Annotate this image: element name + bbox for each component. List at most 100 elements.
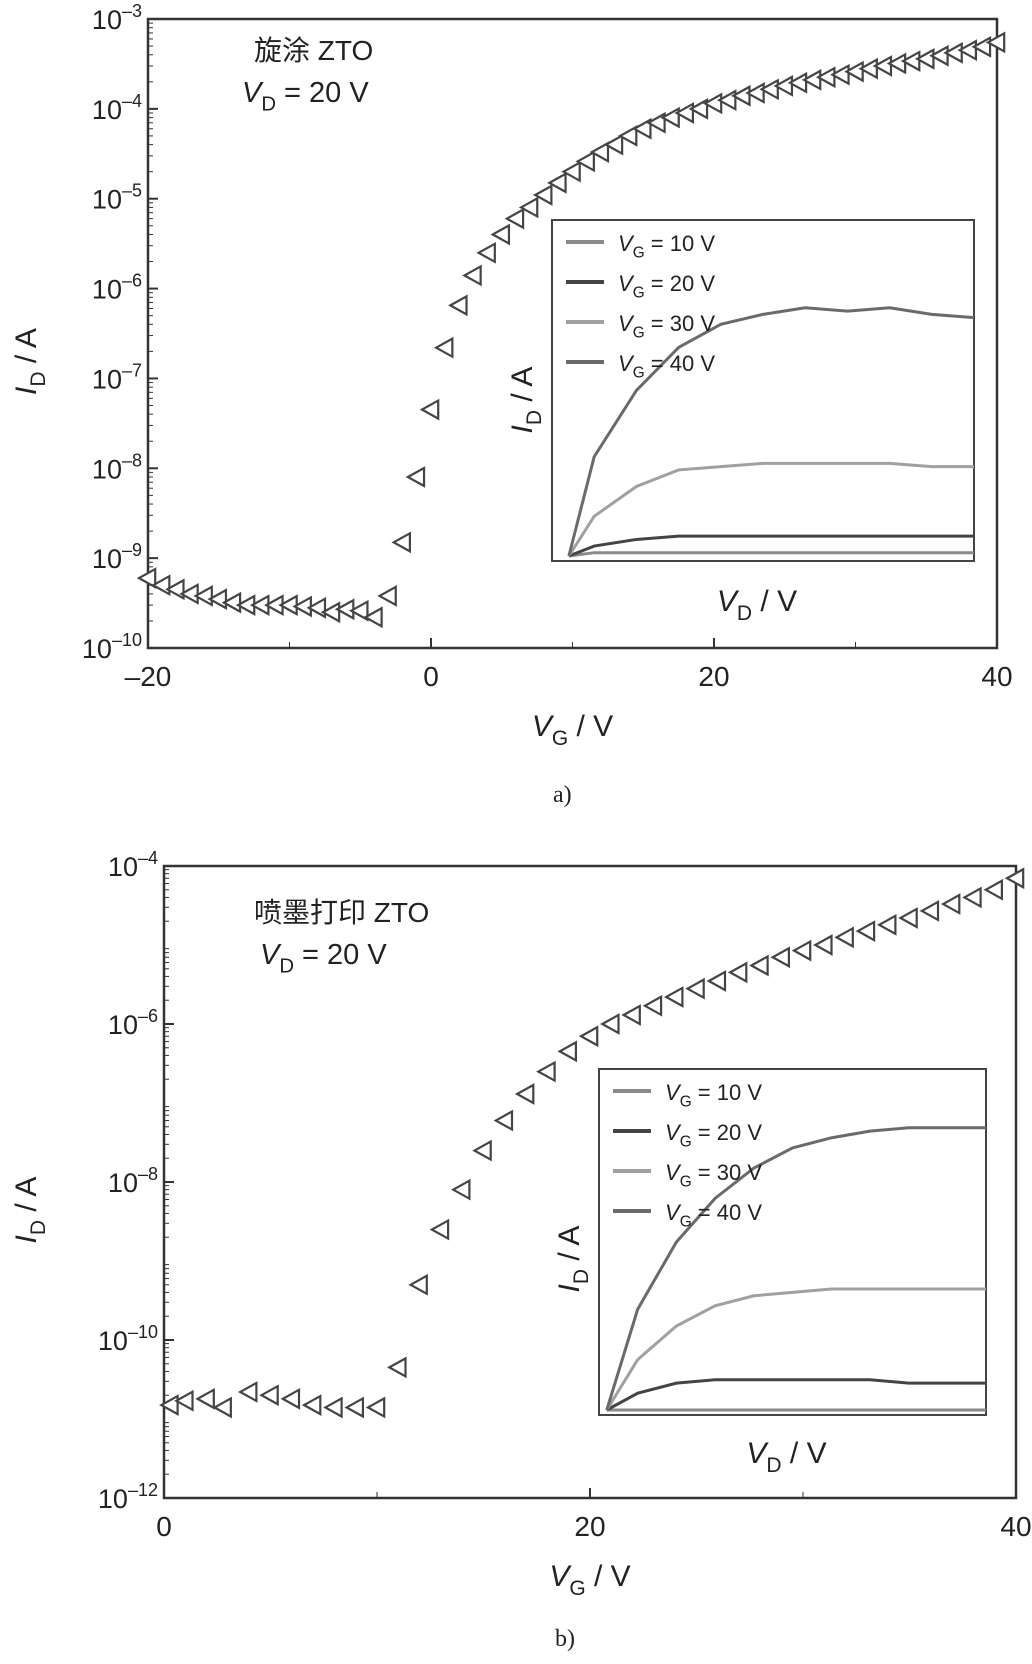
annotation-title: 旋涂 ZTO [254, 35, 373, 66]
data-point [429, 1218, 450, 1241]
y-tick-label: 10–10 [82, 630, 142, 664]
x-axis-label: VG / V [549, 1560, 630, 1600]
data-point [405, 466, 426, 488]
data-point [408, 1273, 428, 1296]
annotation-vd: VD = 20 V [260, 939, 387, 978]
data-point [391, 531, 411, 554]
data-point [472, 1139, 492, 1162]
y-tick-label: 10–8 [92, 450, 142, 484]
data-point [985, 31, 1006, 54]
legend-label: VG = 40 V [618, 351, 715, 382]
inset-curve [568, 534, 974, 558]
legend-label: VG = 40 V [665, 1200, 762, 1231]
data-point [136, 567, 157, 589]
x-tick-label: 0 [423, 661, 439, 692]
inset-curve [605, 1126, 986, 1411]
data-point [749, 954, 769, 977]
data-point [759, 78, 779, 101]
data-point [504, 207, 525, 230]
data-point [518, 196, 539, 219]
data-point [663, 986, 684, 1008]
data-point [801, 69, 822, 91]
data-point [490, 223, 511, 246]
data-point [419, 398, 440, 421]
inset-frame [598, 1068, 987, 1416]
inset-y-axis-label: ID / A [553, 1226, 593, 1293]
data-point [448, 294, 468, 317]
inset-frame [551, 219, 975, 562]
inset-curve [567, 461, 974, 557]
data-point [159, 1394, 179, 1416]
data-point [207, 588, 228, 610]
y-axis-label: ID / A [10, 328, 50, 395]
data-point [221, 591, 242, 614]
inset-y-axis-label: ID / A [506, 367, 546, 434]
data-point [280, 1387, 301, 1410]
plot-panel-b: 10–12 10–10 10–8 10–6 10–4 0 20 40 喷墨打印 ZTO [98, 848, 1032, 1542]
data-point [603, 133, 624, 156]
annotation-title: 喷墨打印 ZTO [254, 897, 429, 928]
data-point [578, 1025, 599, 1048]
data-point [575, 150, 595, 173]
data-point [377, 585, 397, 607]
x-tick-label: –20 [125, 661, 172, 692]
y-tick-label: 10–4 [108, 848, 158, 882]
data-point [727, 961, 748, 984]
y-tick-label: 10–10 [98, 1322, 158, 1356]
x-tick-label: 40 [1000, 1511, 1031, 1542]
data-point [872, 55, 893, 77]
data-point [195, 1387, 215, 1410]
x-tick-label: 20 [698, 661, 729, 692]
data-point [706, 970, 727, 992]
data-point [642, 994, 663, 1017]
data-point [813, 934, 833, 956]
data-point [589, 141, 610, 163]
data-point [876, 913, 897, 936]
data-point [685, 977, 705, 1000]
data-point [844, 60, 864, 83]
data-point [536, 1060, 556, 1083]
inset-curve [605, 1287, 986, 1411]
legend-label: VG = 10 V [665, 1080, 762, 1111]
data-point [365, 1396, 386, 1419]
data-point [450, 1178, 471, 1201]
inset-curve [606, 1378, 986, 1412]
caption-a: a) [553, 782, 572, 808]
data-point [940, 893, 961, 915]
data-point [600, 1013, 620, 1035]
inset-curve [567, 306, 975, 557]
data-point [957, 39, 978, 62]
data-point [433, 336, 454, 359]
y-axis-label: ID / A [10, 1177, 50, 1244]
y-tick-label: 10–9 [92, 540, 142, 574]
data-point [193, 585, 213, 607]
data-point [919, 900, 940, 922]
x-tick-label: 20 [574, 1511, 605, 1542]
inset-x-axis-label: VD / V [746, 1437, 826, 1477]
data-point [547, 172, 567, 194]
data-point [830, 63, 850, 86]
data-point [557, 1040, 578, 1063]
y-tick-label: 10–7 [92, 360, 142, 394]
legend-label: VG = 30 V [618, 311, 715, 342]
annotation-vd: VD = 20 V [242, 77, 369, 116]
data-point [787, 71, 808, 94]
data-point [476, 241, 496, 264]
caption-b: b) [555, 1626, 575, 1652]
data-point [745, 82, 765, 104]
inset-curve [568, 551, 974, 558]
data-point [929, 44, 949, 67]
data-point [259, 1384, 279, 1407]
data-point [387, 1356, 407, 1379]
data-point [791, 939, 812, 962]
data-point [943, 41, 963, 64]
data-point [617, 125, 638, 147]
data-point [834, 926, 854, 949]
plot-panel-a: 10–10 10–9 10–8 10–7 10–6 10–5 10–4 10–3 –20 0 20 4… [82, 1, 1013, 692]
y-tick-label: 10–5 [92, 181, 142, 215]
y-tick-label: 10–6 [108, 1006, 158, 1040]
y-tick-label: 10–6 [92, 271, 142, 305]
data-point [323, 1396, 343, 1419]
legend-label: VG = 20 V [618, 271, 715, 302]
